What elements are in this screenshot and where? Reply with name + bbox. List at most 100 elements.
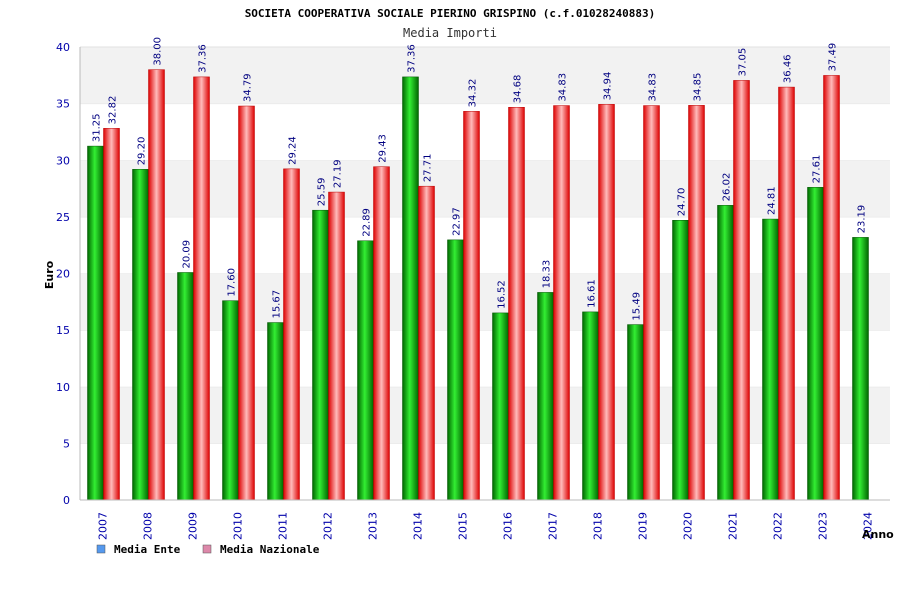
data-label: 31.25: [92, 113, 103, 142]
y-axis-label: Euro: [43, 260, 56, 289]
data-label: 18.33: [542, 260, 553, 289]
bar-media-nazionale-2017: [553, 105, 570, 501]
x-tick-label: 2019: [637, 512, 650, 540]
data-label: 24.81: [767, 186, 778, 215]
bar-media-ente-2023: [807, 187, 824, 501]
x-tick-label: 2007: [97, 512, 110, 540]
data-label: 34.83: [558, 73, 569, 102]
bar-media-ente-2024: [852, 237, 869, 501]
bar-media-ente-2018: [582, 311, 599, 501]
legend-label-media-ente: Media Ente: [114, 543, 181, 556]
legend: Media Ente Media Nazionale: [96, 543, 320, 556]
data-label: 20.09: [182, 240, 193, 269]
data-label: 29.20: [137, 137, 148, 166]
y-tick-label: 35: [56, 98, 70, 111]
legend-swatch-media-ente: [96, 544, 106, 554]
bar-media-ente-2008: [132, 169, 149, 501]
x-tick-label: 2022: [772, 512, 785, 540]
x-tick-label: 2017: [547, 512, 560, 540]
bar-media-nazionale-2010: [238, 105, 255, 501]
data-label: 37.36: [198, 44, 209, 73]
grid-band: [80, 273, 890, 331]
x-tick-label: 2012: [322, 512, 335, 540]
x-tick-label: 2024: [862, 512, 875, 540]
y-tick-label: 0: [63, 494, 70, 507]
x-axis-label: Anno: [862, 528, 894, 541]
grid-band: [80, 47, 890, 104]
data-label: 17.60: [227, 268, 238, 297]
data-label: 23.19: [857, 205, 868, 234]
y-tick-label: 25: [56, 211, 70, 224]
bar-media-ente-2016: [492, 312, 509, 501]
bar-media-nazionale-2018: [598, 104, 615, 501]
y-axis-ticks: 0 5 10 15 20 25 30 35 40: [56, 41, 70, 507]
data-label: 22.89: [362, 208, 373, 237]
data-label: 27.19: [333, 159, 344, 188]
data-label: 24.70: [677, 188, 688, 217]
bar-media-nazionale-2019: [643, 105, 660, 501]
y-tick-label: 15: [56, 324, 70, 337]
bar-media-nazionale-2011: [283, 168, 300, 501]
bar-media-ente-2011: [267, 322, 284, 501]
bar-media-nazionale-2016: [508, 106, 525, 501]
grid-band: [80, 160, 890, 217]
data-label: 26.02: [722, 173, 733, 202]
data-label: 34.32: [468, 79, 479, 108]
data-label: 34.79: [243, 73, 254, 102]
bar-media-nazionale-2022: [778, 86, 795, 501]
x-tick-label: 2020: [682, 512, 695, 540]
x-tick-label: 2015: [457, 512, 470, 540]
data-label: 34.83: [648, 73, 659, 102]
data-label: 29.43: [378, 134, 389, 163]
bar-media-ente-2019: [627, 324, 644, 501]
x-tick-label: 2021: [727, 512, 740, 540]
data-label: 38.00: [153, 37, 164, 66]
bar-media-ente-2012: [312, 209, 329, 501]
data-label: 34.94: [603, 72, 614, 101]
data-label: 15.67: [272, 290, 283, 319]
y-tick-label: 5: [63, 437, 70, 450]
data-label: 37.05: [738, 48, 749, 77]
data-label: 27.61: [812, 155, 823, 184]
bar-media-nazionale-2012: [328, 191, 345, 501]
data-label: 27.71: [423, 154, 434, 183]
bar-media-ente-2021: [717, 205, 734, 501]
y-tick-label: 20: [56, 268, 70, 281]
data-label: 37.36: [407, 44, 418, 73]
bar-media-nazionale-2021: [733, 80, 750, 501]
bar-media-nazionale-2008: [148, 69, 165, 501]
bar-media-nazionale-2014: [418, 185, 435, 501]
x-tick-label: 2010: [232, 512, 245, 540]
x-tick-label: 2013: [367, 512, 380, 540]
legend-label-media-nazionale: Media Nazionale: [220, 543, 320, 556]
bar-media-ente-2014: [402, 76, 419, 501]
bar-media-ente-2020: [672, 220, 689, 501]
bar-media-ente-2007: [87, 145, 104, 501]
grid-band: [80, 443, 890, 500]
bar-media-nazionale-2023: [823, 75, 840, 501]
x-tick-label: 2009: [187, 512, 200, 540]
bar-media-nazionale-2020: [688, 105, 705, 501]
x-tick-label: 2011: [277, 512, 290, 540]
data-label: 25.59: [317, 178, 328, 207]
y-tick-label: 40: [56, 41, 70, 54]
y-tick-label: 10: [56, 381, 70, 394]
x-axis-ticks: 2007 2008 2009 2010 2011 2012 2013 2014 2015 2016…: [97, 512, 875, 540]
data-label: 36.46: [783, 54, 794, 83]
grid-band: [80, 103, 890, 161]
bars: 31.25 32.82 29.20 38.00 20.09 37.36 17.60 34.79…: [87, 37, 869, 501]
chart-subtitle: Media Importi: [403, 26, 497, 40]
bar-media-ente-2022: [762, 218, 779, 501]
data-label: 37.49: [828, 43, 839, 72]
bar-media-ente-2015: [447, 239, 464, 501]
bar-media-nazionale-2015: [463, 111, 480, 501]
bar-media-ente-2017: [537, 292, 554, 501]
bar-media-nazionale-2013: [373, 166, 390, 501]
y-tick-label: 30: [56, 154, 70, 167]
x-tick-label: 2016: [502, 512, 515, 540]
bar-media-ente-2009: [177, 272, 194, 501]
legend-swatch-media-nazionale: [202, 544, 212, 554]
data-label: 16.61: [587, 279, 598, 308]
grid-bands: [80, 46, 890, 500]
